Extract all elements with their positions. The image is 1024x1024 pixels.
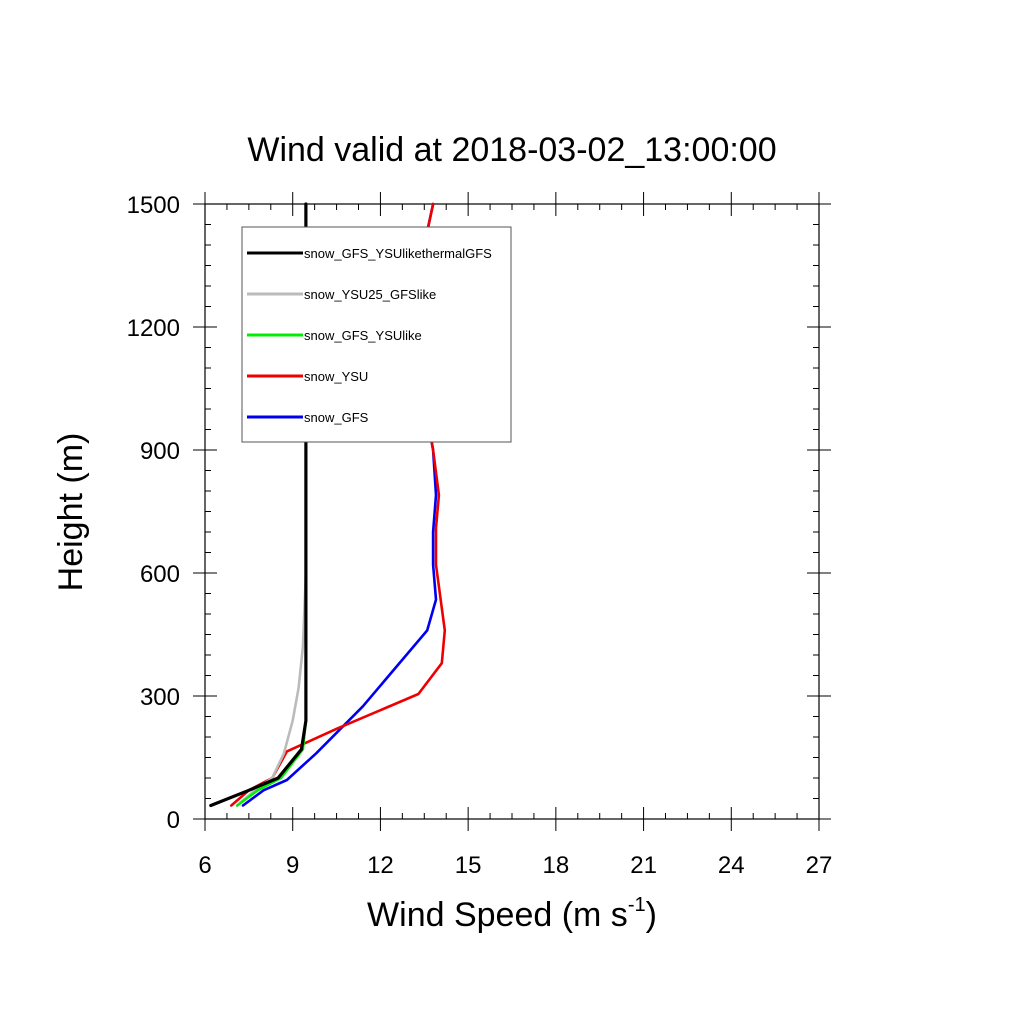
y-tick-label: 600 bbox=[140, 561, 180, 588]
y-axis-label: Height (m) bbox=[52, 433, 90, 592]
x-tick-label: 15 bbox=[455, 852, 482, 879]
x-axis-label-main: Wind Speed (m s bbox=[367, 896, 628, 934]
x-tick-label: 21 bbox=[630, 852, 657, 879]
legend-label: snow_YSU25_GFSlike bbox=[304, 287, 436, 302]
legend: snow_GFS_YSUlikethermalGFS snow_YSU25_GFS… bbox=[241, 226, 512, 443]
legend-label: snow_GFS_YSUlike bbox=[304, 328, 422, 343]
x-axis-label: Wind Speed (m s-1) bbox=[367, 894, 657, 934]
y-tick-label: 1500 bbox=[127, 192, 180, 219]
y-tick-label: 0 bbox=[167, 807, 180, 834]
x-tick-label: 12 bbox=[367, 852, 394, 879]
legend-label: snow_GFS_YSUlikethermalGFS bbox=[304, 246, 492, 261]
legend-label: snow_YSU bbox=[304, 369, 368, 384]
legend-label: snow_GFS bbox=[304, 410, 369, 425]
chart-title: Wind valid at 2018-03-02_13:00:00 bbox=[247, 131, 776, 169]
x-tick-label: 9 bbox=[286, 852, 299, 879]
axis-ticks bbox=[193, 192, 831, 831]
x-axis-label-close: ) bbox=[646, 896, 657, 934]
x-tick-label: 18 bbox=[543, 852, 570, 879]
x-axis-label-superscript: -1 bbox=[628, 894, 646, 916]
x-tick-label: 24 bbox=[718, 852, 745, 879]
x-tick-label: 27 bbox=[806, 852, 833, 879]
y-tick-label: 1200 bbox=[127, 315, 180, 342]
x-tick-label: 6 bbox=[198, 852, 211, 879]
y-tick-label: 300 bbox=[140, 684, 180, 711]
axis-tick-labels: 6 9 12 15 18 21 24 27 0 300 600 900 1200 1500 bbox=[127, 192, 833, 879]
y-tick-label: 900 bbox=[140, 438, 180, 465]
